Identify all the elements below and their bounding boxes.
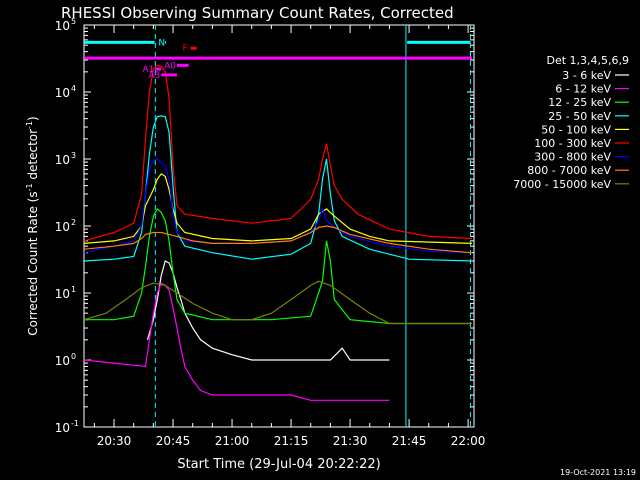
series-line-3-6-kev [146, 260, 390, 361]
series-line-100-300-kev [83, 64, 473, 242]
legend-label: 25 - 50 keV [548, 110, 611, 123]
y-tick-exponent: 2 [71, 218, 76, 227]
data-series [83, 64, 473, 401]
series-line-800-7000-kev [84, 225, 473, 254]
legend-header: Det 1,3,4,5,6,9 [546, 54, 629, 67]
y-axis-label-sup: -1 [25, 183, 34, 191]
flag-label: A1 [142, 65, 154, 75]
y-tick-exponent: 0 [71, 352, 76, 361]
x-tick-label: 20:30 [97, 434, 132, 448]
y-tick-exponent: 3 [71, 151, 76, 160]
x-axis: 20:30 20:45 21:00 21:15 21:30 21:45 22:00 [93, 25, 486, 448]
series-line-50-100-kev [84, 173, 473, 244]
y-axis-label-close: ) [26, 116, 40, 121]
y-tick-label: 10 [55, 220, 70, 234]
legend-label: 6 - 12 keV [555, 83, 611, 96]
y-axis-label-tail: detector [26, 129, 40, 184]
y-tick-label: 10 [55, 421, 70, 435]
x-tick-label: 21:00 [215, 434, 250, 448]
series-line-12-25-kev [84, 207, 472, 325]
series-line-300-800-kev [83, 158, 473, 254]
x-tick-label: 21:15 [274, 434, 309, 448]
y-tick-label: 10 [55, 19, 70, 33]
legend-label: 100 - 300 keV [534, 137, 611, 150]
flag-label: N [158, 38, 165, 48]
y-tick-exponent: 1 [71, 285, 76, 294]
y-tick-label: 10 [55, 86, 70, 100]
y-axis-label: Corrected Count Rate (s-1 detector-1) [25, 116, 40, 335]
legend-label: 3 - 6 keV [562, 69, 611, 82]
legend-label: 300 - 800 keV [534, 151, 611, 164]
flag-label: A0 [164, 61, 176, 71]
x-axis-label: Start Time (29-Jul-04 20:22:22) [177, 457, 380, 472]
y-tick-exponent: 4 [71, 84, 76, 93]
vertical-markers [154, 25, 471, 427]
legend-label: 12 - 25 keV [548, 96, 611, 109]
series-line-6-12-kev [84, 282, 390, 401]
chart-title: RHESSI Observing Summary Count Rates, Co… [61, 4, 454, 22]
date-stamp: 19-Oct-2021 13:19 [560, 468, 636, 477]
x-tick-label: 22:00 [451, 434, 486, 448]
x-tick-label: 21:45 [392, 434, 427, 448]
y-tick-exponent: 5 [71, 17, 76, 26]
y-tick-exponent: -1 [71, 419, 79, 428]
series-line-25-50-kev [84, 115, 473, 262]
x-tick-label: 21:30 [333, 434, 368, 448]
y-tick-label: 10 [55, 287, 70, 301]
y-tick-label: 10 [55, 354, 70, 368]
legend-label: 800 - 7000 keV [527, 164, 611, 177]
flag-label: A3 [148, 71, 160, 81]
series-line-7000-15000-kev [83, 280, 472, 325]
y-axis-label-tail-sup: -1 [25, 121, 34, 129]
legend-label: 50 - 100 keV [541, 123, 611, 136]
x-tick-label: 20:45 [156, 434, 191, 448]
flag-label: F [183, 44, 188, 54]
legend-label: 7000 - 15000 keV [513, 178, 611, 191]
y-axis-label-main: Corrected Count Rate (s [26, 191, 40, 335]
y-tick-label: 10 [55, 153, 70, 167]
